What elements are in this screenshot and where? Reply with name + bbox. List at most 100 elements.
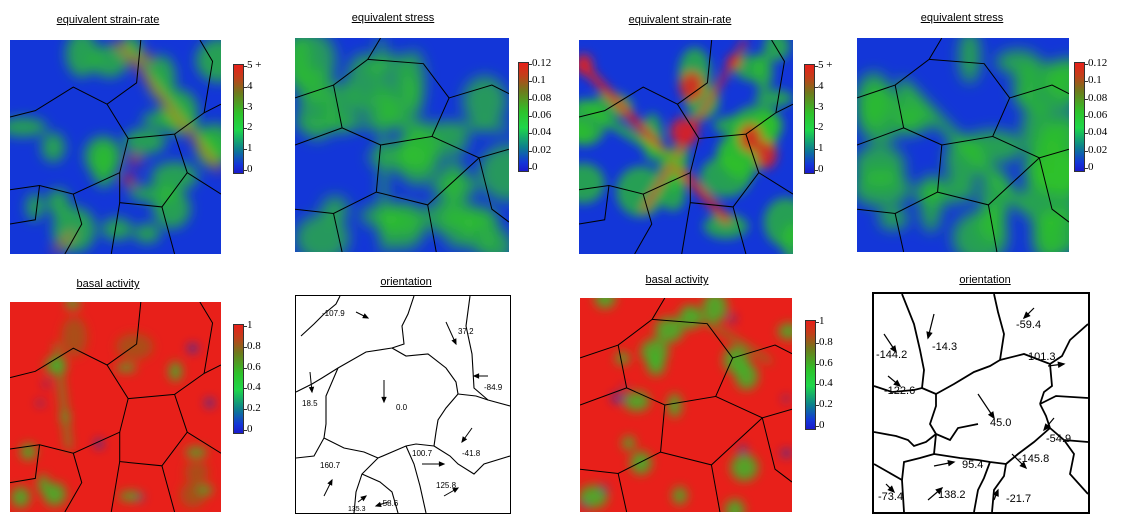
colorbar-strain-rate-1-tick xyxy=(243,170,247,171)
orientation-arrow-head xyxy=(438,461,446,467)
colorbar-strain-rate-2 xyxy=(804,64,815,174)
field-patch xyxy=(169,361,182,382)
grain-boundary xyxy=(698,103,793,139)
field-patch xyxy=(94,439,103,449)
grain-boundary xyxy=(987,204,998,252)
stress-map-1 xyxy=(295,38,509,252)
colorbar-basal-1-tick xyxy=(243,367,247,369)
colorbar-basal-1-tick-label: 0 xyxy=(247,423,253,435)
colorbar-strain-rate-2-tick-label: 5 + xyxy=(818,59,833,71)
orientation-label: 138.2 xyxy=(938,489,966,501)
field-band xyxy=(113,40,221,174)
field-patch xyxy=(579,163,605,204)
field-patch xyxy=(670,117,699,147)
grain-boundary xyxy=(660,417,763,466)
orientation-label: -144.2 xyxy=(876,349,908,361)
grain-boundary xyxy=(295,38,382,99)
basal-activity-map-2 xyxy=(580,298,792,512)
colorbar-strain-rate-2-tick xyxy=(814,66,818,67)
field-patch xyxy=(295,38,337,89)
colorbar-stress-1-tick-label: 0.06 xyxy=(532,109,552,121)
field-patch xyxy=(462,76,507,127)
field-patch xyxy=(1050,110,1069,172)
field-patch xyxy=(1021,103,1057,156)
field-patch xyxy=(424,200,458,233)
orientation-arrow-head xyxy=(1043,423,1051,432)
grain-boundary xyxy=(333,213,343,252)
field-patch xyxy=(616,166,666,217)
field-patch xyxy=(780,449,792,457)
field-patch xyxy=(615,352,630,365)
field-patch xyxy=(944,135,984,186)
grain-boundary xyxy=(580,298,666,359)
grain-boundary xyxy=(128,103,221,139)
colorbar-basal-2-tick xyxy=(815,426,819,427)
orientation-label: 125.8 xyxy=(436,481,457,490)
field-patch xyxy=(602,484,607,492)
field-patch xyxy=(667,393,682,418)
colorbar-basal-1 xyxy=(233,324,244,434)
colorbar-stress-2-tick xyxy=(1084,98,1088,100)
orientation-arrow-head xyxy=(451,338,457,346)
orientation-label: -14.3 xyxy=(932,341,958,353)
field-patch xyxy=(739,124,762,152)
orientation-label: -54.9 xyxy=(1046,433,1072,445)
grain-boundary xyxy=(161,206,176,254)
field-patch xyxy=(126,155,143,165)
grain-boundary xyxy=(580,404,666,474)
grain-boundary xyxy=(478,157,509,223)
field-patch xyxy=(958,38,981,84)
field-patch xyxy=(660,180,686,211)
colorbar-strain-rate-1-tick-label: 4 xyxy=(247,79,253,92)
grain-boundary xyxy=(634,193,653,254)
field-patch xyxy=(129,185,179,203)
field-patch xyxy=(116,333,154,360)
colorbar-basal-1-tick xyxy=(243,430,247,431)
field-patch xyxy=(433,122,469,157)
field-patch xyxy=(952,211,1008,252)
colorbar-stress-1-tick xyxy=(528,81,532,83)
field-patch xyxy=(26,193,44,221)
colorbar-strain-rate-1-tick-label: 0 xyxy=(247,163,253,175)
field-patch xyxy=(20,443,37,460)
colorbar-strain-rate-2-tick-label: 2 xyxy=(818,121,824,134)
colorbar-basal-2-tick xyxy=(815,384,819,386)
field-patch xyxy=(101,217,133,241)
orientation-label: 101.3 xyxy=(1028,351,1056,363)
colorbar-stress-2-tick xyxy=(1084,168,1088,169)
field-patch xyxy=(723,346,749,374)
colorbar-basal-1-tick-label: 0.2 xyxy=(247,402,261,415)
panel-title-basal-1: basal activity xyxy=(76,278,140,290)
field-band xyxy=(295,120,509,131)
grain-boundary xyxy=(732,344,792,359)
field-patch xyxy=(857,144,906,187)
grain-boundary xyxy=(64,453,83,512)
field-patch xyxy=(755,140,777,169)
panel-title-strain-rate-1: equivalent strain-rate xyxy=(56,14,160,26)
colorbar-basal-1-tick-label: 0.6 xyxy=(247,360,261,373)
colorbar-strain-rate-2-tick-label: 0 xyxy=(818,163,824,175)
grain-boundary xyxy=(199,40,214,113)
field-patch xyxy=(594,298,616,309)
grain-boundary xyxy=(857,144,943,214)
colorbar-basal-2-tick xyxy=(815,363,819,365)
field-patch xyxy=(46,188,70,217)
grain-boundary xyxy=(710,464,721,512)
colorbar-stress-2-tick xyxy=(1084,150,1088,152)
orientation-label: -145.8 xyxy=(1018,453,1050,465)
orientation-label: 37.2 xyxy=(458,327,474,336)
field-patch xyxy=(61,316,88,357)
colorbar-basal-1-tick xyxy=(243,346,247,348)
field-band xyxy=(685,307,772,364)
colorbar-strain-rate-2-tick xyxy=(814,107,818,109)
colorbar-basal-2 xyxy=(805,320,816,430)
orientation-arrow-head xyxy=(308,386,315,394)
field-patch xyxy=(346,53,382,109)
colorbar-strain-rate-2-tick xyxy=(814,149,818,151)
colorbar-basal-1-tick xyxy=(243,409,247,411)
grain-boundary xyxy=(119,394,188,467)
colorbar-strain-rate-1-tick-label: 5 + xyxy=(247,59,262,71)
field-patch xyxy=(45,356,67,375)
orientation-label: -107.9 xyxy=(322,309,345,318)
orientation-map-2: -59.4 -14.3 -144.2 101.3 -122.6 45.0 -54… xyxy=(872,292,1090,514)
